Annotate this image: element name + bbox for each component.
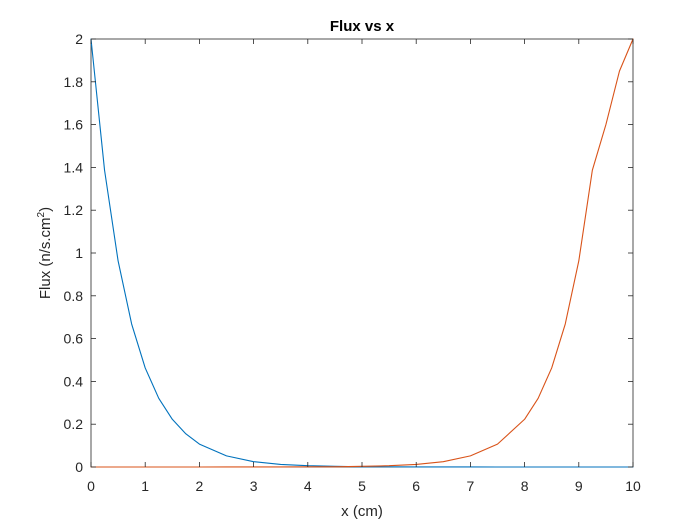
y-axis-title-close: ) xyxy=(37,207,54,212)
y-tick-label: 2 xyxy=(75,31,83,47)
y-tick-label: 0.8 xyxy=(64,288,84,304)
y-tick-label: 1.4 xyxy=(64,159,84,175)
x-tick-label: 8 xyxy=(521,478,529,494)
y-tick-label: 0 xyxy=(75,459,83,475)
y-tick-label: 0.4 xyxy=(64,373,84,389)
ticks-layer: 0 1 2 3 4 5 6 7 8 9 10 0 0.2 0.4 0.6 0.8 1 1.2 1.4 1.6 1.8 2 xyxy=(64,31,641,494)
y-axis-title: Flux (n/s.cm2) xyxy=(36,207,54,299)
y-tick-label: 0.2 xyxy=(64,416,84,432)
x-tick-label: 10 xyxy=(625,478,641,494)
y-tick-label: 0.6 xyxy=(64,331,84,347)
x-tick-label: 4 xyxy=(304,478,312,494)
x-tick-label: 6 xyxy=(412,478,420,494)
x-tick-label: 1 xyxy=(141,478,149,494)
y-axis-title-main: Flux (n/s.cm xyxy=(37,217,54,299)
plot-area: 0 1 2 3 4 5 6 7 8 9 10 0 0.2 0.4 0.6 0.8 1 1.2 1.4 1.6 1.8 2 xyxy=(64,31,641,494)
y-axis-title-superscript: 2 xyxy=(36,211,47,217)
y-tick-label: 1 xyxy=(75,245,83,261)
chart-title: Flux vs x xyxy=(330,18,395,35)
x-tick-label: 7 xyxy=(467,478,475,494)
x-tick-label: 9 xyxy=(575,478,583,494)
y-tick-label: 1.2 xyxy=(64,202,84,218)
x-tick-label: 3 xyxy=(250,478,258,494)
x-tick-label: 2 xyxy=(196,478,204,494)
y-tick-label: 1.6 xyxy=(64,117,84,133)
x-tick-label: 5 xyxy=(358,478,366,494)
y-tick-label: 1.8 xyxy=(64,74,84,90)
x-tick-label: 0 xyxy=(87,478,95,494)
axes-box xyxy=(90,38,634,468)
x-axis-title: x (cm) xyxy=(341,503,383,520)
